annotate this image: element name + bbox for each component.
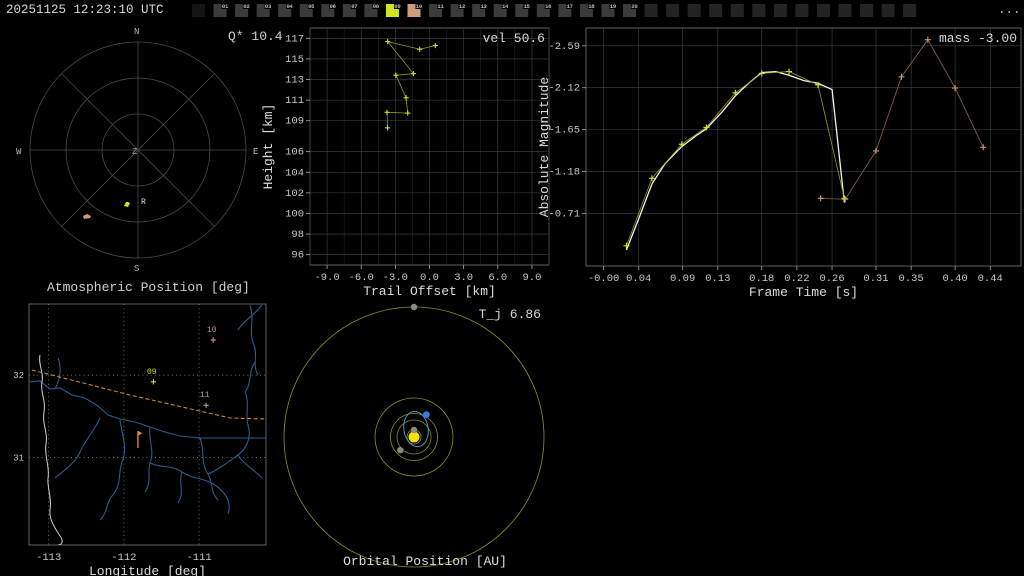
svg-text:0.26: 0.26 <box>819 273 844 285</box>
svg-text:Height [km]: Height [km] <box>261 104 276 190</box>
svg-text:mass -3.00: mass -3.00 <box>939 31 1017 46</box>
svg-text:N: N <box>134 27 139 37</box>
svg-text:-9.0: -9.0 <box>314 272 339 284</box>
svg-text:Z: Z <box>132 147 138 157</box>
svg-text:14: 14 <box>502 3 509 10</box>
svg-text:109: 109 <box>285 116 304 128</box>
svg-text:02: 02 <box>243 3 250 10</box>
svg-text:E: E <box>253 147 258 157</box>
svg-text:-2.12: -2.12 <box>548 83 580 95</box>
svg-text:01: 01 <box>222 3 229 10</box>
svg-text:0.09: 0.09 <box>670 273 695 285</box>
svg-text:Q* 10.4: Q* 10.4 <box>228 29 283 44</box>
svg-text:-3.0: -3.0 <box>383 272 408 284</box>
svg-text:Frame Time [s]: Frame Time [s] <box>749 285 858 300</box>
svg-text:Absolute Magnitude: Absolute Magnitude <box>537 77 552 217</box>
svg-text:-6.0: -6.0 <box>349 272 374 284</box>
svg-text:-1.65: -1.65 <box>548 125 580 137</box>
svg-text:Atmospheric Position [deg]: Atmospheric Position [deg] <box>47 280 250 295</box>
svg-text:111: 111 <box>285 95 304 107</box>
svg-text:0.44: 0.44 <box>978 273 1003 285</box>
svg-text:05: 05 <box>308 3 315 10</box>
svg-text:Orbital Position [AU]: Orbital Position [AU] <box>343 554 507 569</box>
svg-text:-0.71: -0.71 <box>548 208 580 220</box>
svg-text:...: ... <box>998 3 1021 17</box>
svg-text:96: 96 <box>291 250 304 262</box>
svg-text:07: 07 <box>351 3 357 10</box>
svg-text:11: 11 <box>437 3 444 10</box>
svg-text:04: 04 <box>287 3 294 10</box>
svg-text:11: 11 <box>200 391 210 400</box>
svg-text:-112: -112 <box>111 552 136 564</box>
svg-text:115: 115 <box>285 54 304 66</box>
svg-text:102: 102 <box>285 188 304 200</box>
svg-text:98: 98 <box>291 229 304 241</box>
svg-text:Trail Offset [km]: Trail Offset [km] <box>363 284 496 299</box>
svg-text:Longitude [deg]: Longitude [deg] <box>89 564 206 576</box>
svg-text:0.18: 0.18 <box>749 273 774 285</box>
svg-text:-2.59: -2.59 <box>548 41 580 53</box>
svg-text:W: W <box>16 147 22 157</box>
svg-text:06: 06 <box>330 3 337 10</box>
svg-text:18: 18 <box>588 3 595 10</box>
svg-text:20: 20 <box>631 3 638 10</box>
svg-text:T_j 6.86: T_j 6.86 <box>479 307 541 322</box>
svg-text:10: 10 <box>416 3 423 10</box>
svg-text:S: S <box>134 264 139 274</box>
svg-text:3.0: 3.0 <box>454 272 473 284</box>
svg-text:19: 19 <box>610 3 617 10</box>
svg-text:20251125 12:23:10 UTC: 20251125 12:23:10 UTC <box>6 3 164 17</box>
svg-text:0.22: 0.22 <box>784 273 809 285</box>
svg-text:0.0: 0.0 <box>420 272 439 284</box>
svg-text:-1.18: -1.18 <box>548 167 580 179</box>
svg-text:09: 09 <box>394 3 401 10</box>
svg-text:0.40: 0.40 <box>942 273 967 285</box>
svg-text:08: 08 <box>373 3 380 10</box>
svg-text:15: 15 <box>524 3 531 10</box>
svg-text:16: 16 <box>545 3 552 10</box>
svg-text:0.13: 0.13 <box>705 273 730 285</box>
svg-text:-111: -111 <box>186 552 211 564</box>
svg-text:12: 12 <box>459 3 466 10</box>
svg-text:09: 09 <box>147 368 157 377</box>
svg-text:17: 17 <box>567 3 573 10</box>
svg-text:13: 13 <box>481 3 488 10</box>
svg-text:03: 03 <box>265 3 272 10</box>
svg-text:-113: -113 <box>36 552 61 564</box>
svg-text:0.04: 0.04 <box>626 273 651 285</box>
svg-text:31: 31 <box>13 454 24 464</box>
svg-text:113: 113 <box>285 75 304 87</box>
svg-text:vel 50.6: vel 50.6 <box>483 31 545 46</box>
svg-text:117: 117 <box>285 33 304 45</box>
svg-text:0.31: 0.31 <box>863 273 888 285</box>
svg-text:6.0: 6.0 <box>488 272 507 284</box>
svg-text:0.35: 0.35 <box>899 273 924 285</box>
svg-text:R: R <box>141 198 146 207</box>
svg-text:-0.00: -0.00 <box>588 273 620 285</box>
svg-text:9.0: 9.0 <box>522 272 541 284</box>
svg-text:32: 32 <box>13 371 24 381</box>
svg-text:106: 106 <box>285 147 304 159</box>
svg-text:10: 10 <box>207 326 217 335</box>
svg-text:100: 100 <box>285 208 304 220</box>
svg-text:104: 104 <box>285 167 304 179</box>
